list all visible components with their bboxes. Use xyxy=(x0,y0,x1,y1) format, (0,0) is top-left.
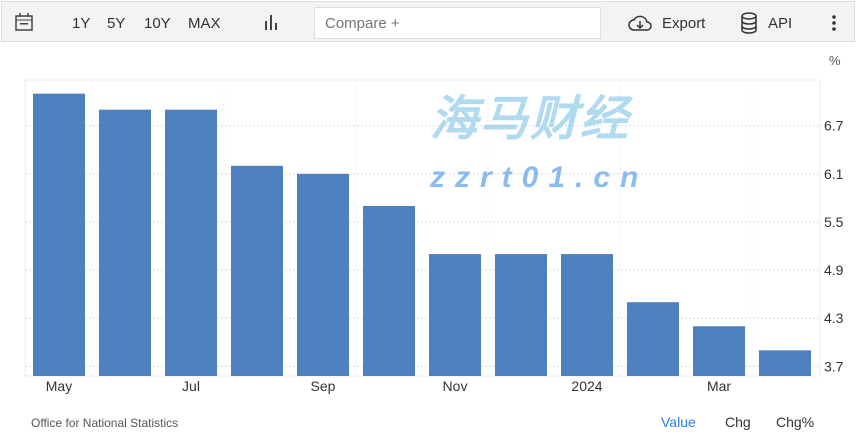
y-tick-label: 4.3 xyxy=(824,310,844,326)
export-button[interactable]: Export xyxy=(662,15,706,32)
watermark-logo: 海马财经 xyxy=(430,93,631,146)
legend-chgpct-tab[interactable]: Chg% xyxy=(776,414,815,430)
plot-area xyxy=(24,79,821,377)
range-10y-button[interactable]: 10Y xyxy=(144,15,171,32)
bar-Aug xyxy=(231,165,283,376)
range-5y-button[interactable]: 5Y xyxy=(107,15,126,32)
legend-chg-tab[interactable]: Chg xyxy=(725,414,751,430)
more-options-icon[interactable] xyxy=(831,15,837,35)
y-tick-label: 4.9 xyxy=(824,262,844,278)
bar-Jul xyxy=(165,109,217,377)
x-tick-label: Sep xyxy=(311,378,336,394)
range-max-button[interactable]: MAX xyxy=(188,15,221,32)
x-tick-label: 2024 xyxy=(571,378,602,394)
chart-toolbar: 1Y 5Y 10Y MAX Export API xyxy=(1,1,855,42)
bar-Dec xyxy=(495,254,547,376)
compare-input[interactable] xyxy=(314,7,601,39)
y-tick-label: 3.7 xyxy=(824,358,844,374)
y-unit-label: % xyxy=(829,53,841,68)
chart-type-icon[interactable] xyxy=(264,14,280,34)
bar-2024 xyxy=(561,254,613,376)
api-button[interactable]: API xyxy=(768,15,793,32)
bar-Mar xyxy=(693,326,745,376)
y-tick-label: 6.7 xyxy=(824,118,844,134)
bar-Apr xyxy=(759,350,811,376)
x-tick-label: Jul xyxy=(182,378,200,394)
x-tick-label: Nov xyxy=(443,378,468,394)
y-tick-label: 6.1 xyxy=(824,166,844,182)
y-tick-label: 5.5 xyxy=(824,214,844,230)
x-tick-label: Mar xyxy=(707,378,731,394)
bar-Jun xyxy=(99,109,151,377)
bar-Nov xyxy=(429,254,481,376)
database-icon[interactable] xyxy=(740,12,758,38)
x-tick-label: May xyxy=(46,378,72,394)
bar-Oct xyxy=(363,205,415,376)
calendar-icon[interactable] xyxy=(14,12,34,36)
legend-value-tab[interactable]: Value xyxy=(661,414,696,430)
bar-Sep xyxy=(297,173,349,376)
cloud-download-icon[interactable] xyxy=(628,13,652,37)
bar-May xyxy=(33,93,85,377)
source-label: Office for National Statistics xyxy=(31,416,179,430)
range-1y-button[interactable]: 1Y xyxy=(72,15,91,32)
bar-Feb xyxy=(627,302,679,376)
watermark-url: zzrt01.cn xyxy=(430,161,649,194)
